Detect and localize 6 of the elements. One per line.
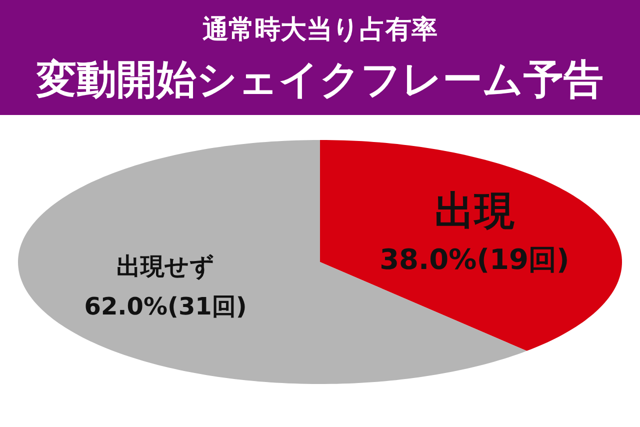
chart-title: 通常時大当り占有率 bbox=[202, 15, 438, 45]
data-label: 62.0%(31回) bbox=[84, 292, 247, 321]
slice-label: 出現せず bbox=[116, 252, 215, 281]
chart-subtitle: 変動開始シェイクフレーム予告 bbox=[36, 57, 604, 103]
data-label: 38.0%(19回) bbox=[380, 242, 570, 276]
slice-label: 出現 bbox=[434, 188, 514, 234]
